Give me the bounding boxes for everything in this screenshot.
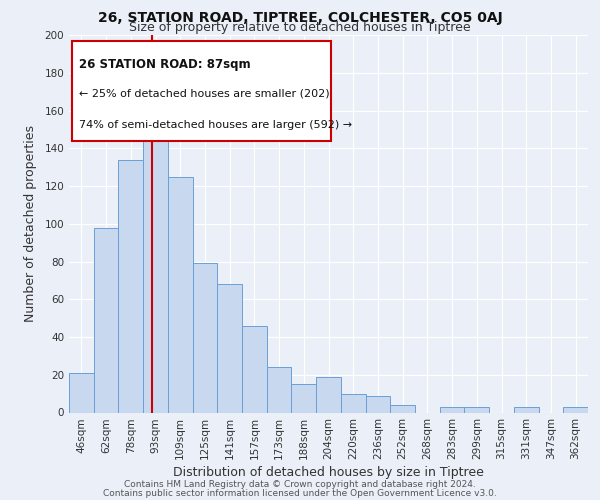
Bar: [563, 407, 588, 412]
Bar: [267, 367, 292, 412]
Text: ← 25% of detached houses are smaller (202): ← 25% of detached houses are smaller (20…: [79, 88, 330, 99]
Bar: [168, 176, 193, 412]
Bar: [514, 407, 539, 412]
Bar: [217, 284, 242, 412]
Bar: [118, 160, 143, 412]
X-axis label: Distribution of detached houses by size in Tiptree: Distribution of detached houses by size …: [173, 466, 484, 479]
Y-axis label: Number of detached properties: Number of detached properties: [25, 125, 37, 322]
Text: 26 STATION ROAD: 87sqm: 26 STATION ROAD: 87sqm: [79, 58, 251, 70]
Bar: [440, 407, 464, 412]
Text: 74% of semi-detached houses are larger (592) →: 74% of semi-detached houses are larger (…: [79, 120, 353, 130]
Bar: [365, 396, 390, 412]
Text: Contains public sector information licensed under the Open Government Licence v3: Contains public sector information licen…: [103, 488, 497, 498]
Bar: [464, 407, 489, 412]
Text: Contains HM Land Registry data © Crown copyright and database right 2024.: Contains HM Land Registry data © Crown c…: [124, 480, 476, 489]
Bar: [316, 376, 341, 412]
Bar: [390, 405, 415, 412]
Bar: [292, 384, 316, 412]
Bar: [193, 264, 217, 412]
Bar: [143, 126, 168, 412]
Bar: [341, 394, 365, 412]
FancyBboxPatch shape: [71, 40, 331, 140]
Bar: [69, 373, 94, 412]
Bar: [94, 228, 118, 412]
Text: 26, STATION ROAD, TIPTREE, COLCHESTER, CO5 0AJ: 26, STATION ROAD, TIPTREE, COLCHESTER, C…: [98, 11, 502, 25]
Bar: [242, 326, 267, 412]
Text: Size of property relative to detached houses in Tiptree: Size of property relative to detached ho…: [129, 22, 471, 35]
